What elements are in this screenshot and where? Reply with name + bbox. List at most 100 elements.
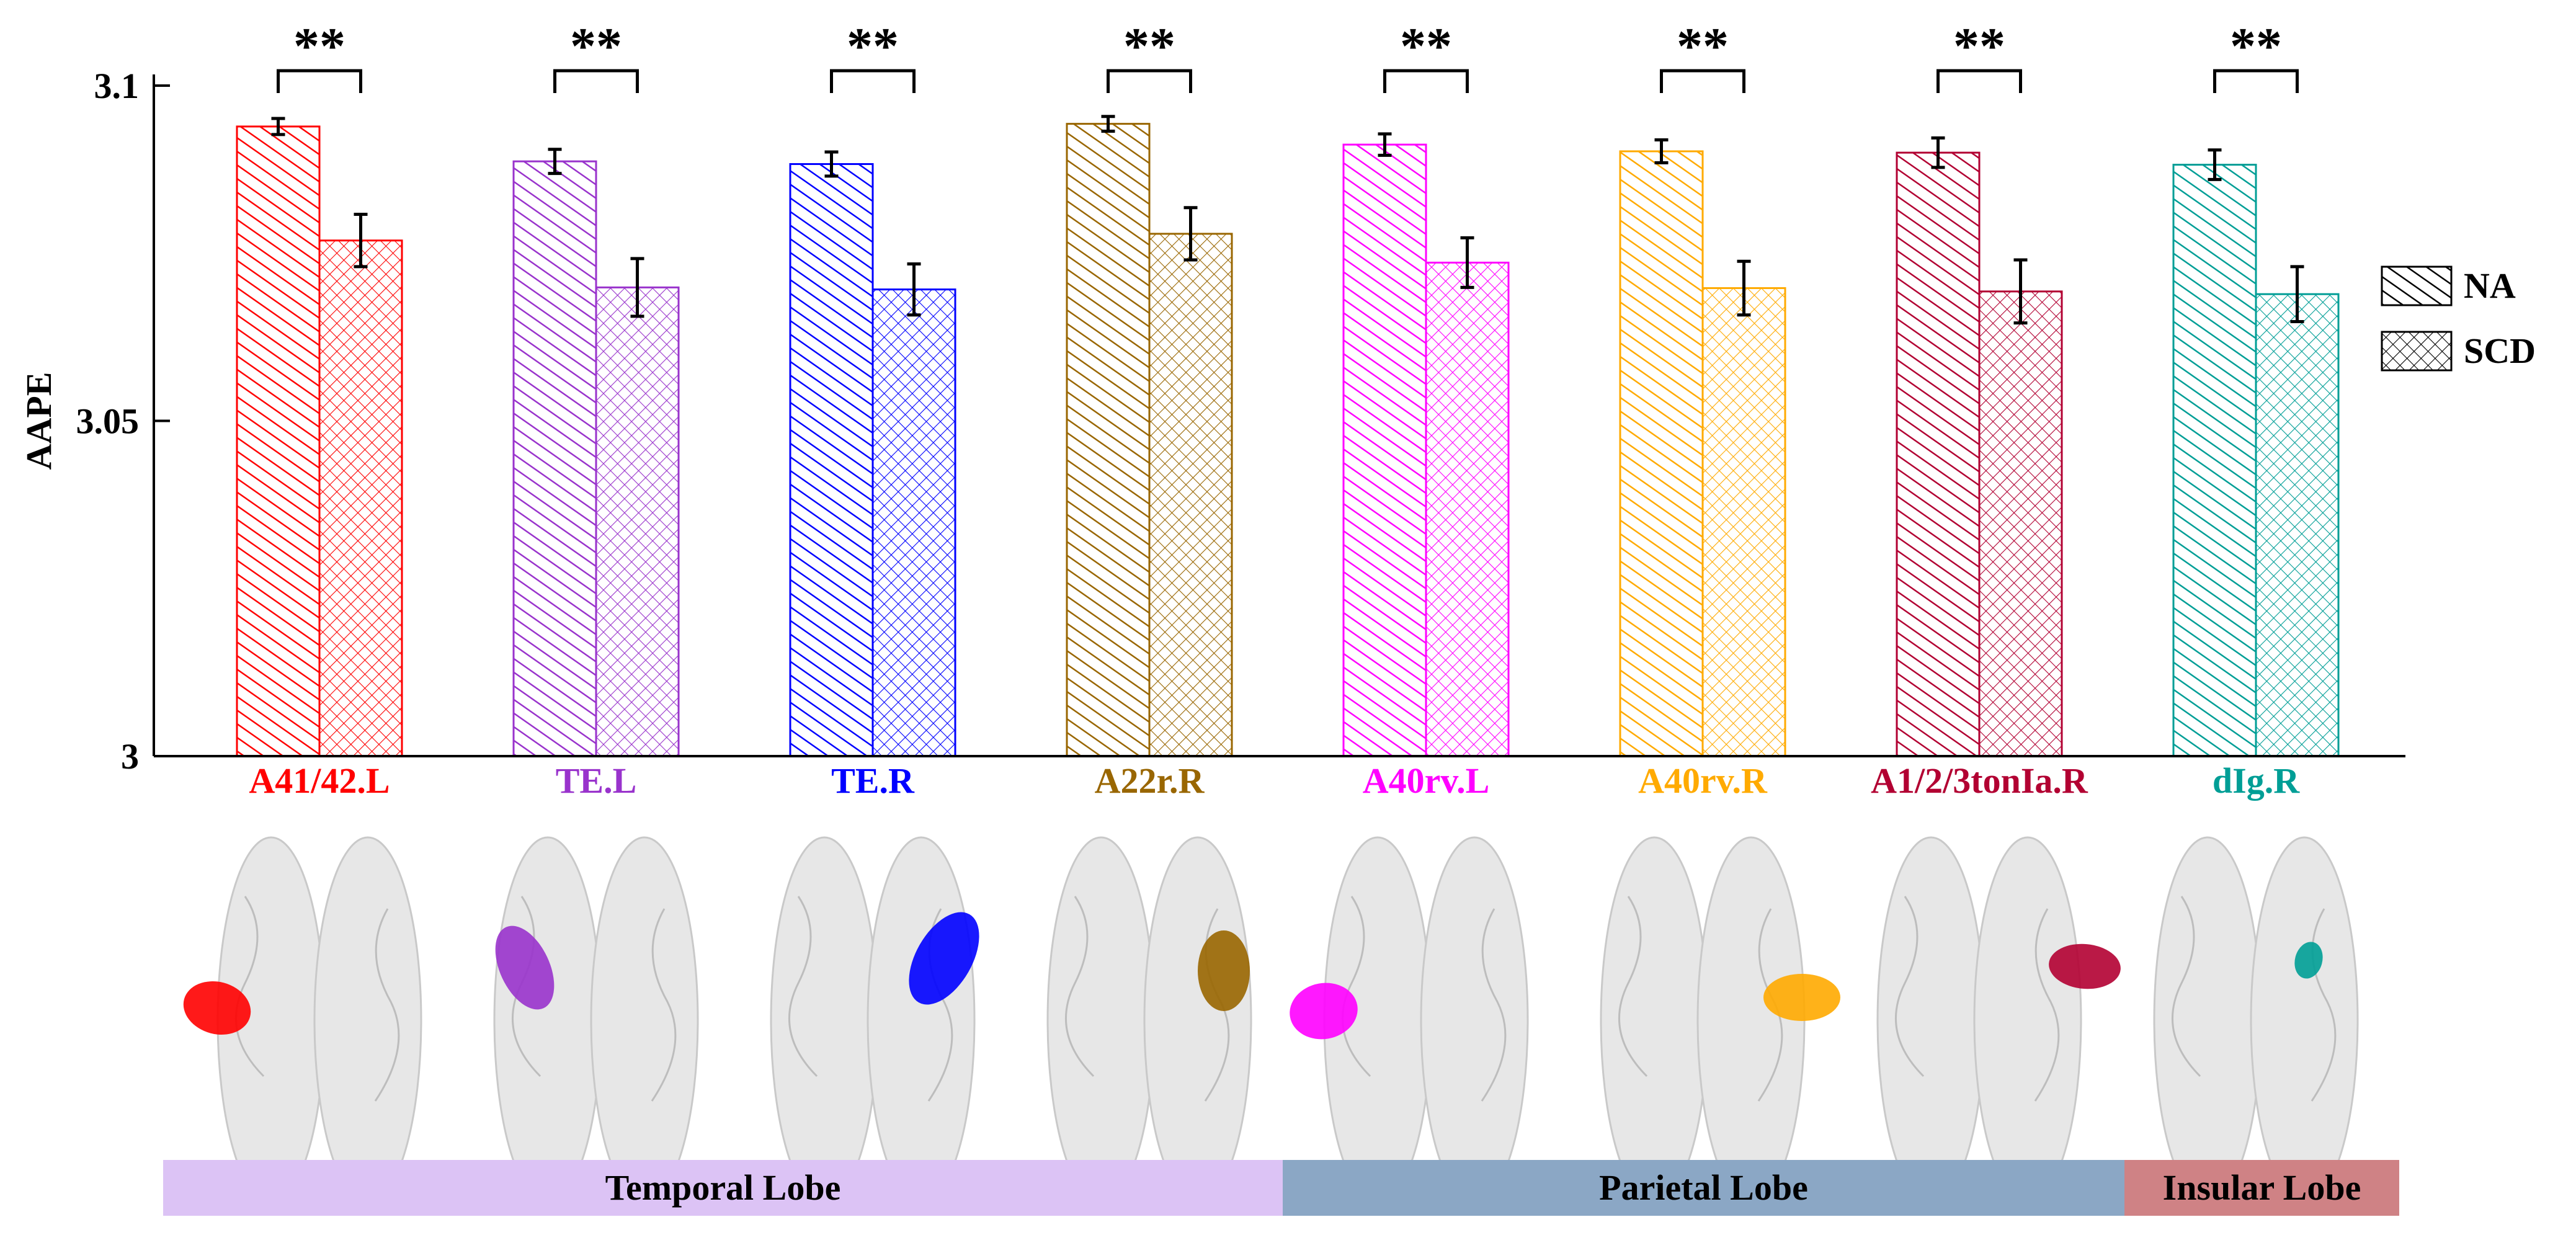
brain-image xyxy=(1600,836,1840,1205)
error-bar-na xyxy=(1654,138,1669,164)
region-highlight xyxy=(2049,943,2121,989)
significance-bracket xyxy=(2213,69,2299,93)
bar-group-1: ** xyxy=(512,17,680,757)
legend-label: NA xyxy=(2464,265,2516,306)
x-tick-label: TE.R xyxy=(831,760,915,801)
y-tick-label: 3.1 xyxy=(94,66,140,106)
significance-bracket xyxy=(1936,69,2022,93)
brain-image xyxy=(1290,836,1529,1205)
bar-scd xyxy=(1425,261,1510,757)
error-bar-scd xyxy=(1183,206,1198,262)
region-highlight xyxy=(1290,983,1358,1040)
error-bar-scd xyxy=(354,213,368,269)
error-bar-na xyxy=(271,117,285,136)
region-highlight xyxy=(2294,942,2323,979)
bar-na xyxy=(1896,151,1981,757)
significance-marker: ** xyxy=(1123,17,1175,75)
region-highlight xyxy=(1763,974,1840,1021)
significance-marker: ** xyxy=(570,17,622,75)
bar-na xyxy=(512,160,597,757)
significance-marker: ** xyxy=(1677,17,1729,75)
y-tick-label: 3.05 xyxy=(76,401,140,442)
bar-group-0: ** xyxy=(236,17,403,757)
bar-na xyxy=(1342,143,1427,757)
x-tick-label: A40rv.L xyxy=(1363,760,1490,801)
legend: NA SCD xyxy=(2381,265,2536,372)
significance-bracket xyxy=(1660,69,1745,93)
bar-scd xyxy=(318,239,403,757)
bar-scd xyxy=(871,288,956,757)
bar-scd xyxy=(2255,293,2340,757)
bar-group-7: ** xyxy=(2172,17,2340,757)
brain-image xyxy=(2153,836,2359,1205)
legend-item-na: NA xyxy=(2381,265,2516,306)
axes: 3 3.05 3.1 AAPE xyxy=(19,66,2405,777)
lobe-band-bg xyxy=(1283,1160,2124,1216)
region-highlight xyxy=(495,925,555,1010)
bar-scd xyxy=(1148,233,1233,757)
x-tick-label: A40rv.R xyxy=(1638,760,1768,801)
legend-swatch xyxy=(2381,331,2453,372)
significance-bracket xyxy=(1107,69,1192,93)
lobe-band-bg xyxy=(163,1160,1283,1216)
bar-na xyxy=(1066,123,1151,757)
error-bar-scd xyxy=(2290,265,2304,324)
x-tick-label: dIg.R xyxy=(2213,760,2300,801)
lobe-bands: Temporal Lobe Parietal Lobe Insular Lobe xyxy=(163,1160,2399,1216)
y-tick-label: 3 xyxy=(121,736,139,777)
lobe-band-2: Insular Lobe xyxy=(2124,1160,2399,1216)
bar-scd xyxy=(595,286,680,757)
significance-bracket xyxy=(277,69,362,93)
brain-renderings xyxy=(183,836,2359,1205)
error-bar-na xyxy=(1101,115,1115,133)
lobe-label: Parietal Lobe xyxy=(1599,1167,1808,1208)
significance-marker: ** xyxy=(1400,17,1452,75)
brain-image xyxy=(1046,836,1252,1205)
lobe-band-0: Temporal Lobe xyxy=(163,1160,1283,1216)
region-highlight xyxy=(909,912,979,1005)
legend-item-scd: SCD xyxy=(2381,331,2536,372)
legend-swatch xyxy=(2381,265,2453,306)
bar-group-4: ** xyxy=(1342,17,1510,757)
x-tick-label: A22r.R xyxy=(1095,760,1205,801)
bar-na xyxy=(236,125,321,757)
significance-marker: ** xyxy=(293,17,345,75)
brain-image xyxy=(183,836,422,1205)
lobe-band-bg xyxy=(2124,1160,2399,1216)
error-bar-na xyxy=(824,150,839,178)
error-bar-scd xyxy=(1460,236,1474,289)
bar-scd xyxy=(1978,290,2063,757)
significance-bracket xyxy=(1383,69,1469,93)
error-bar-na xyxy=(548,148,562,176)
lobe-band-1: Parietal Lobe xyxy=(1283,1160,2124,1216)
y-axis-label: AAPE xyxy=(19,372,59,470)
labels: A41/42.L TE.L TE.R A22r.R A40rv.L A40rv.R A1/2… xyxy=(249,760,2300,801)
legend-label: SCD xyxy=(2464,331,2536,371)
error-bar-scd xyxy=(907,262,921,317)
significance-marker: ** xyxy=(2230,17,2282,75)
error-bar-scd xyxy=(1737,259,1751,317)
bar-group-5: ** xyxy=(1619,17,1786,757)
bar-na xyxy=(789,163,874,757)
brain-image xyxy=(770,836,979,1205)
bars: ** ** ** ** ** ** ** ** xyxy=(236,17,2340,757)
error-bar-na xyxy=(1931,136,1945,169)
bar-na xyxy=(1619,150,1704,757)
lobe-label: Insular Lobe xyxy=(2163,1167,2361,1208)
error-bar-scd xyxy=(2013,258,2028,325)
error-bar-scd xyxy=(630,257,644,318)
bar-scd xyxy=(1701,287,1786,757)
bar-group-2: ** xyxy=(789,17,956,757)
significance-bracket xyxy=(553,69,639,93)
x-tick-label: A1/2/3tonIa.R xyxy=(1871,760,2088,801)
error-bar-na xyxy=(1378,132,1392,157)
bar-group-3: ** xyxy=(1066,17,1233,757)
region-highlight xyxy=(1198,930,1250,1011)
lobe-label: Temporal Lobe xyxy=(605,1167,841,1208)
error-bar-na xyxy=(2208,148,2222,181)
x-tick-label: TE.L xyxy=(556,760,637,801)
significance-marker: ** xyxy=(847,17,899,75)
region-highlight xyxy=(183,981,251,1035)
bar-na xyxy=(2172,164,2257,757)
